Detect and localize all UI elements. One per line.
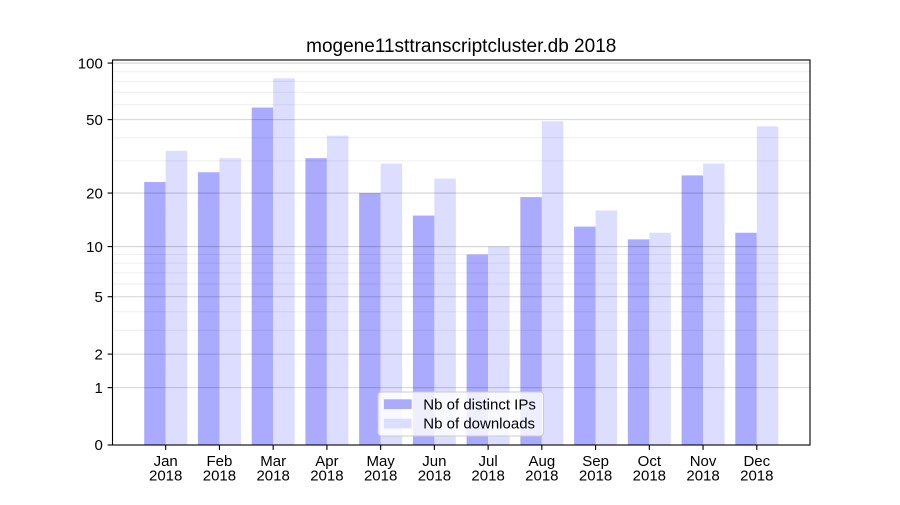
svg-text:Nov: Nov <box>690 453 717 470</box>
svg-text:2018: 2018 <box>686 468 719 485</box>
svg-text:Apr: Apr <box>315 453 338 470</box>
svg-text:Nb of distinct IPs: Nb of distinct IPs <box>423 396 536 413</box>
svg-text:Dec: Dec <box>743 453 770 470</box>
svg-text:0: 0 <box>94 437 102 454</box>
svg-text:2018: 2018 <box>740 468 773 485</box>
svg-text:Aug: Aug <box>528 453 555 470</box>
svg-text:2018: 2018 <box>203 468 236 485</box>
svg-text:Jun: Jun <box>422 453 446 470</box>
svg-text:2018: 2018 <box>418 468 451 485</box>
svg-text:2018: 2018 <box>579 468 612 485</box>
svg-text:mogene11sttranscriptcluster.db: mogene11sttranscriptcluster.db 2018 <box>306 36 616 57</box>
svg-text:1: 1 <box>94 380 102 397</box>
svg-text:2018: 2018 <box>633 468 666 485</box>
svg-text:10: 10 <box>86 239 103 256</box>
svg-text:100: 100 <box>78 55 103 72</box>
svg-text:5: 5 <box>94 289 102 306</box>
svg-text:2018: 2018 <box>471 468 504 485</box>
svg-text:Nb of downloads: Nb of downloads <box>423 416 535 433</box>
svg-text:2018: 2018 <box>310 468 343 485</box>
svg-text:2018: 2018 <box>525 468 558 485</box>
svg-text:2018: 2018 <box>364 468 397 485</box>
svg-text:Jul: Jul <box>479 453 498 470</box>
svg-text:Feb: Feb <box>207 453 233 470</box>
svg-text:May: May <box>366 453 395 470</box>
svg-text:Jan: Jan <box>154 453 178 470</box>
svg-text:2018: 2018 <box>149 468 182 485</box>
svg-text:50: 50 <box>86 112 103 129</box>
svg-text:20: 20 <box>86 185 103 202</box>
svg-text:Mar: Mar <box>260 453 286 470</box>
svg-text:Sep: Sep <box>582 453 609 470</box>
svg-text:2018: 2018 <box>256 468 289 485</box>
svg-text:2: 2 <box>94 346 102 363</box>
svg-text:Oct: Oct <box>638 453 662 470</box>
